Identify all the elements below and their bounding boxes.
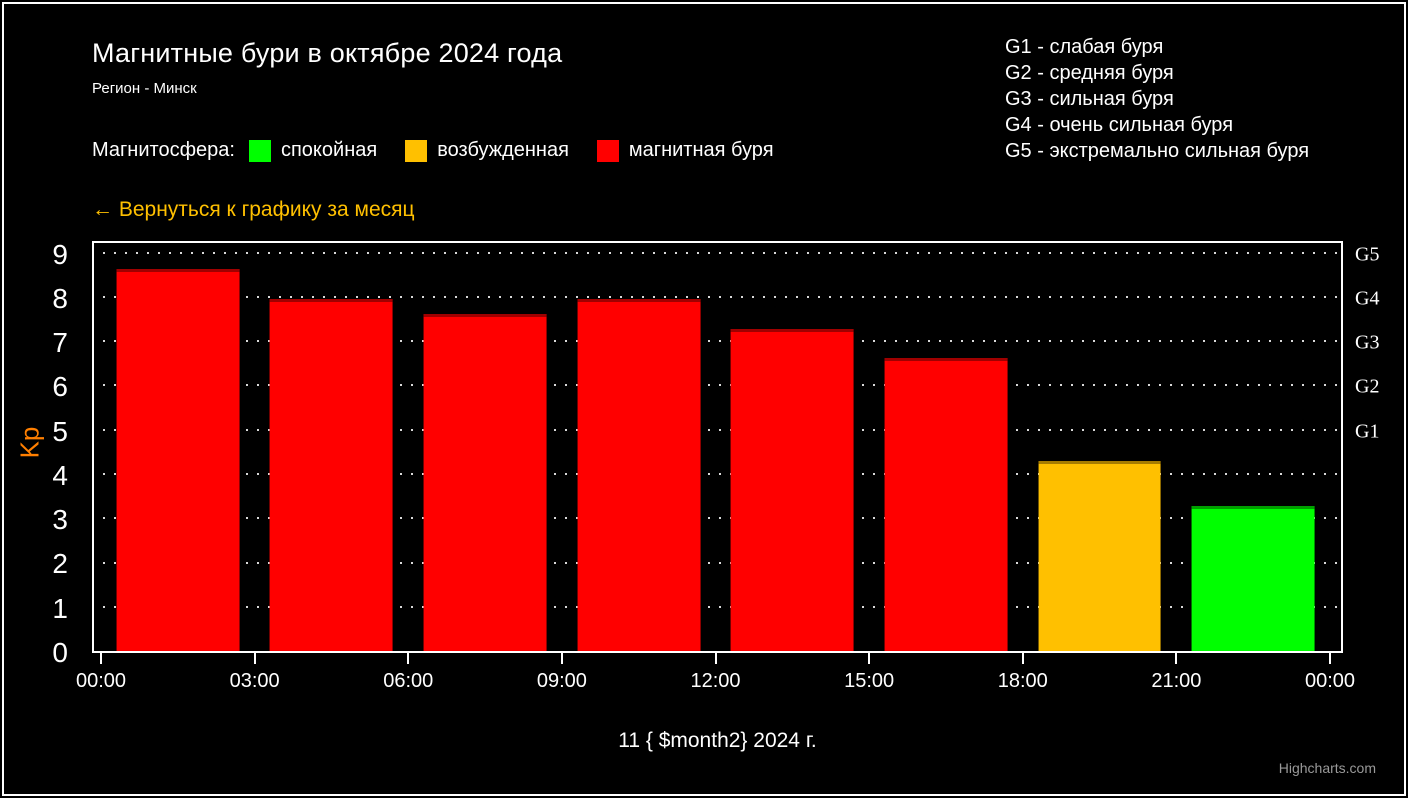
bar-slot-03:00-06:00 [255,241,409,653]
storm-scale-line-g5: G5 - экстремально сильная буря [1005,140,1310,162]
legend-title: Магнитосфера: [92,139,235,161]
right-axis-label-g2: G2 [1355,375,1380,398]
legend-swatch-icon [405,139,428,162]
kp-bar-18:00-21:00[interactable] [1038,461,1162,653]
gridline-y3 [92,517,1343,520]
gridline-y2 [92,561,1343,564]
x-axis-title: 11 { $month2} 2024 г. [618,729,817,752]
gridline-y8 [92,295,1343,298]
kp-bar-09:00-12:00[interactable] [577,298,701,653]
right-axis-g-labels: G1 G2 G3 G4 G5 [1351,241,1407,653]
gridline-y6 [92,384,1343,387]
right-axis-label-g1: G1 [1355,420,1380,443]
bar-slot-21:00-00:00 [1176,241,1330,653]
y-axis-title-kp: Kp [14,426,45,459]
storm-scale-line-g1: G1 - слабая буря [1005,36,1164,58]
x-axis-label-0000-8: 00:00 [1304,670,1356,692]
y-axis-label-2: 2 [52,548,68,580]
x-axis-label-1500-5: 15:00 [844,670,895,692]
kp-bar-12:00-15:00[interactable] [730,328,854,653]
legend-item-label: возбужденная [437,139,569,161]
y-axis-label-0: 0 [52,637,68,668]
x-axis-label-1200-4: 12:00 [690,670,741,692]
bar-slot-09:00-12:00 [562,241,716,653]
x-axis-tick-1 [253,653,256,664]
y-axis-label-6: 6 [52,371,68,403]
y-axis-label-4: 4 [52,459,68,491]
legend-swatch-icon [596,139,619,162]
gridline-y1 [92,605,1343,608]
kp-bar-03:00-06:00[interactable] [269,298,393,653]
legend-item-3[interactable]: магнитная буря [596,139,774,162]
x-axis-labels: 00:00 03:00 06:00 09:00 12:00 15:00 18:00 21:00… [76,670,1355,694]
x-axis-tick-0 [100,653,102,664]
bar-series [101,241,1330,653]
x-axis-tick-3 [560,653,563,664]
highcharts-credit-link[interactable]: Highcharts.com [1278,760,1376,776]
storm-scale-line-g4: G4 - очень сильная буря [1005,114,1234,136]
gridline-y7 [92,340,1343,343]
y-axis-label-5: 5 [52,415,68,447]
x-axis-ticks [100,653,1331,665]
legend-item-label: спокойная [280,139,378,161]
x-axis-label-2100-7: 21:00 [1151,670,1202,692]
x-axis-label-0600-2: 06:00 [383,670,434,692]
storm-scale-line-g2: G2 - средняя буря [1005,62,1174,84]
y-axis-label-3: 3 [52,504,68,536]
kp-bar-21:00-00:00[interactable] [1191,505,1315,653]
bar-slot-00:00-03:00 [101,241,255,653]
y-axis-label-9: 9 [52,238,68,270]
y-axis-labels: 0 1 2 3 4 5 6 7 8 9 [0,238,80,668]
x-axis-label-1800-6: 18:00 [997,670,1048,692]
gridline-y9 [92,251,1343,254]
back-to-month-link[interactable]: ← Вернуться к графику за месяц [92,198,415,221]
right-axis-label-g5: G5 [1355,243,1380,266]
kp-bar-15:00-18:00[interactable] [884,357,1008,653]
legend-swatch-icon [248,139,271,162]
x-axis-label-0300-1: 03:00 [229,670,280,692]
legend-item-1[interactable]: спокойная [248,139,378,162]
gridline-y5 [92,428,1343,431]
x-axis-tick-4 [714,653,717,664]
bar-slot-15:00-18:00 [869,241,1023,653]
x-axis-tick-5 [868,653,871,664]
x-axis-tick-6 [1021,653,1024,664]
y-axis-label-8: 8 [52,282,68,314]
storm-scale-line-g3: G3 - сильная буря [1005,88,1174,110]
gridline-y4 [92,473,1343,475]
kp-bar-06:00-09:00[interactable] [423,313,547,653]
right-axis-label-g3: G3 [1355,331,1380,354]
bar-slot-18:00-21:00 [1023,241,1177,653]
y-axis-label-1: 1 [52,592,68,624]
plot-area [92,241,1343,653]
legend-item-2[interactable]: возбужденная [405,139,569,162]
legend-item-label: магнитная буря [628,139,774,161]
x-axis-tick-7 [1175,653,1178,664]
bar-slot-12:00-15:00 [716,241,870,653]
storm-scale-legend: G1 - слабая буря G2 - средняя буря G3 - си… [1005,34,1309,164]
bar-slot-06:00-09:00 [408,241,562,653]
page-title: Магнитные бури в октябре 2024 года [92,38,563,68]
y-axis-label-7: 7 [52,327,68,359]
gridlines [92,241,1343,653]
magnetosphere-legend: Магнитосфера: спокойная возбужденная магни… [92,139,802,162]
x-axis-tick-2 [407,653,410,664]
page-subtitle: Регион - Минск [92,80,197,97]
x-axis-label-0900-3: 09:00 [536,670,587,692]
x-axis-label-0000-0: 00:00 [75,670,127,692]
x-axis-tick-8 [1329,653,1331,664]
right-axis-label-g4: G4 [1355,287,1380,310]
kp-bar-00:00-03:00[interactable] [116,269,240,653]
